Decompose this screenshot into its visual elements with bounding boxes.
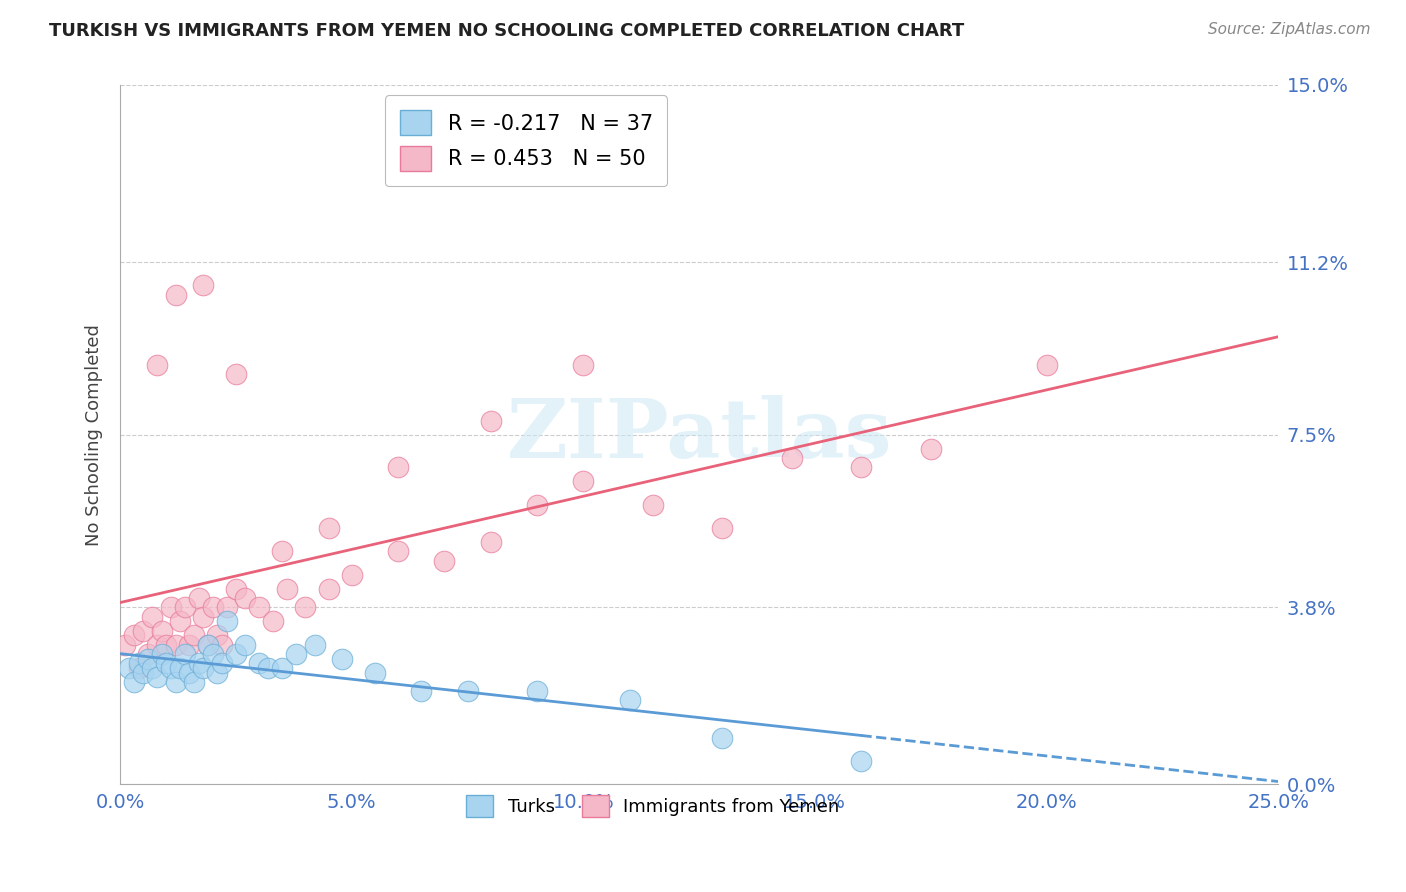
Point (207, 665, 229, 680)
Point (183, 674, 205, 689)
Point (318, 582, 340, 596)
Point (340, 567, 363, 582)
Point (160, 661, 183, 675)
Point (187, 656, 209, 670)
Point (146, 638, 169, 652)
Point (136, 647, 159, 661)
Point (179, 665, 201, 680)
Point (479, 414, 502, 428)
Point (169, 614, 191, 628)
Point (572, 475, 595, 489)
Point (233, 591, 256, 605)
Point (150, 647, 173, 661)
Point (173, 600, 195, 615)
Point (165, 674, 187, 689)
Point (201, 647, 224, 661)
Point (225, 582, 247, 596)
Point (233, 638, 256, 652)
Point (318, 521, 340, 535)
Point (711, 731, 734, 745)
Point (332, 651, 354, 665)
Point (285, 647, 308, 661)
Point (114, 638, 136, 652)
Point (136, 651, 159, 665)
Point (851, 754, 873, 768)
Point (1036, 358, 1059, 372)
Point (132, 665, 155, 680)
Point (141, 661, 163, 675)
Point (271, 544, 294, 558)
Point (526, 684, 548, 698)
Point (215, 600, 238, 615)
Point (271, 661, 294, 675)
Point (526, 498, 548, 512)
Point (780, 450, 803, 465)
Point (128, 661, 150, 675)
Point (619, 693, 641, 707)
Point (193, 661, 215, 675)
Y-axis label: No Schooling Completed: No Schooling Completed (86, 324, 103, 546)
Point (155, 638, 177, 652)
Point (146, 358, 169, 372)
Point (457, 684, 479, 698)
Point (118, 661, 141, 675)
Point (141, 609, 163, 624)
Point (169, 661, 191, 675)
Point (711, 521, 734, 535)
Point (247, 600, 270, 615)
Text: Source: ZipAtlas.com: Source: ZipAtlas.com (1208, 22, 1371, 37)
Point (197, 638, 219, 652)
Point (193, 609, 215, 624)
Legend: Turks, Immigrants from Yemen: Turks, Immigrants from Yemen (458, 788, 846, 824)
Point (920, 442, 942, 456)
Point (215, 614, 238, 628)
Point (179, 638, 201, 652)
Point (187, 591, 209, 605)
Point (128, 656, 150, 670)
Point (387, 460, 409, 475)
Point (173, 647, 195, 661)
Point (411, 684, 433, 698)
Point (479, 535, 502, 549)
Point (207, 628, 229, 642)
Point (132, 624, 155, 638)
Point (851, 460, 873, 475)
Point (122, 674, 145, 689)
Point (433, 553, 456, 567)
Point (211, 638, 233, 652)
Point (225, 367, 247, 381)
Point (247, 656, 270, 670)
Point (160, 600, 183, 615)
Point (201, 600, 224, 615)
Point (165, 287, 187, 301)
Point (257, 661, 280, 675)
Point (262, 614, 284, 628)
Point (197, 638, 219, 652)
Text: TURKISH VS IMMIGRANTS FROM YEMEN NO SCHOOLING COMPLETED CORRELATION CHART: TURKISH VS IMMIGRANTS FROM YEMEN NO SCHO… (49, 22, 965, 40)
Point (211, 656, 233, 670)
Point (641, 498, 664, 512)
Point (155, 656, 177, 670)
Point (193, 278, 215, 293)
Point (225, 647, 247, 661)
Point (146, 670, 169, 684)
Point (150, 624, 173, 638)
Point (572, 358, 595, 372)
Point (276, 582, 298, 596)
Point (122, 628, 145, 642)
Point (304, 638, 326, 652)
Point (165, 638, 187, 652)
Point (183, 628, 205, 642)
Point (387, 544, 409, 558)
Point (364, 665, 387, 680)
Point (294, 600, 316, 615)
Text: ZIPatlas: ZIPatlas (506, 394, 891, 475)
